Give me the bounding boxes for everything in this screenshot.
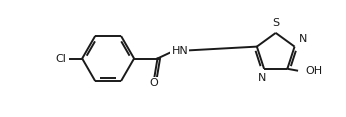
Text: OH: OH: [306, 66, 322, 76]
Text: S: S: [272, 18, 279, 28]
Text: O: O: [149, 78, 158, 88]
Text: N: N: [299, 34, 308, 44]
Text: HN: HN: [172, 46, 188, 56]
Text: Cl: Cl: [55, 53, 66, 64]
Text: N: N: [258, 73, 266, 83]
